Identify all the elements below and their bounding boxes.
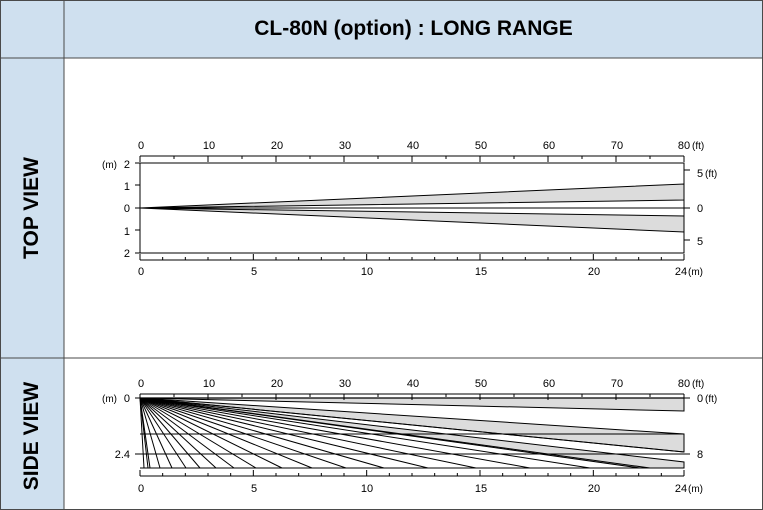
side-beam-line: [139, 397, 429, 469]
side-beam-line: [139, 397, 187, 469]
side-right-tick-8: 8: [697, 449, 703, 461]
side-view-label-cell: SIDE VIEW: [0, 358, 64, 510]
top-view-label-cell: TOP VIEW: [0, 58, 64, 358]
side-beam-line: [139, 397, 235, 469]
top-zone-lower: [139, 207, 685, 233]
side-right-tick-0: 0: [697, 393, 703, 405]
side-right-unit: (ft): [705, 394, 717, 405]
top-ft-tick-10: 10: [203, 140, 215, 152]
side-beam-line: [139, 397, 145, 469]
side-beam-line: [139, 397, 685, 453]
side-ft-tick-70: 70: [611, 378, 623, 390]
top-m-tick-5: 5: [251, 266, 257, 278]
top-ft-tick-60: 60: [543, 140, 555, 152]
top-right-tick-0: 0: [697, 203, 703, 215]
side-ft-tick-0: 0: [138, 378, 144, 390]
side-beam-line: [139, 397, 173, 469]
side-beam-line: [139, 397, 257, 469]
top-ft-tick-30: 30: [339, 140, 351, 152]
side-left-unit: (m): [102, 394, 117, 405]
top-m-tick-24: 24: [675, 266, 687, 278]
side-ft-tick-40: 40: [407, 378, 419, 390]
top-m-tick-0: 0: [138, 266, 144, 278]
side-m-tick-20: 20: [588, 483, 600, 495]
side-beam-line: [139, 397, 201, 469]
top-ft-tick-40: 40: [407, 140, 419, 152]
side-ft-tick-60: 60: [543, 378, 555, 390]
side-beam-line: [139, 397, 591, 469]
side-ft-unit: (ft): [692, 379, 704, 390]
side-beam-line: [139, 397, 283, 469]
side-m-tick-24: 24: [675, 483, 687, 495]
side-beam-line: [139, 397, 217, 469]
side-m-tick-15: 15: [475, 483, 487, 495]
top-left-unit: (m): [102, 160, 117, 171]
side-beam-line: [139, 397, 149, 469]
top-m-unit: (m): [688, 267, 703, 278]
top-left-tick-1a: 1: [124, 181, 130, 193]
top-left-tick-1b: 1: [124, 226, 130, 238]
side-left-tick-2-4: 2.4: [115, 449, 130, 461]
top-m-tick-15: 15: [475, 266, 487, 278]
side-ft-tick-80: 80: [678, 378, 690, 390]
page-title: CL-80N (option) : LONG RANGE: [254, 17, 573, 40]
side-beam-line: [139, 397, 313, 469]
top-ft-tick-0: 0: [138, 140, 144, 152]
top-left-tick-0: 0: [124, 203, 130, 215]
top-ft-tick-70: 70: [611, 140, 623, 152]
side-m-unit: (m): [688, 484, 703, 495]
side-ft-tick-20: 20: [271, 378, 283, 390]
top-m-tick-20: 20: [588, 266, 600, 278]
side-m-tick-0: 0: [138, 483, 144, 495]
top-right-tick-5a: 5: [697, 168, 703, 180]
side-m-tick-5: 5: [251, 483, 257, 495]
side-ft-tick-30: 30: [339, 378, 351, 390]
side-beam-line: [139, 397, 651, 469]
corner-cell: [0, 0, 64, 58]
top-left-tick-2b: 2: [124, 248, 130, 260]
side-ft-tick-50: 50: [475, 378, 487, 390]
top-view-diagram: 0 10 20 30 40 50 60 70 80 (ft) 0 5 10 15…: [102, 140, 717, 278]
side-view-diagram: 0 10 20 30 40 50 60 70 80 (ft) 0 5 10 15…: [102, 378, 717, 495]
top-ft-tick-50: 50: [475, 140, 487, 152]
top-ft-tick-80: 80: [678, 140, 690, 152]
side-beam-line: [139, 397, 161, 469]
top-ft-unit: (ft): [692, 141, 704, 152]
top-m-tick-10: 10: [361, 266, 373, 278]
title-bar: CL-80N (option) : LONG RANGE: [64, 0, 763, 58]
top-view-ticks: [135, 155, 690, 261]
side-beam-line: [139, 397, 385, 469]
top-right-unit: (ft): [705, 169, 717, 180]
top-right-tick-5b: 5: [697, 236, 703, 248]
side-ft-tick-10: 10: [203, 378, 215, 390]
side-beam-line: [139, 397, 531, 469]
side-beam-line: [139, 397, 477, 469]
side-m-tick-10: 10: [361, 483, 373, 495]
side-beam-line: [139, 397, 347, 469]
top-left-tick-2a: 2: [124, 159, 130, 171]
side-view-beams: [139, 397, 685, 469]
top-zone-upper: [139, 183, 685, 209]
top-ft-tick-20: 20: [271, 140, 283, 152]
side-view-ticks: [135, 393, 690, 477]
side-left-tick-0: 0: [124, 393, 130, 405]
